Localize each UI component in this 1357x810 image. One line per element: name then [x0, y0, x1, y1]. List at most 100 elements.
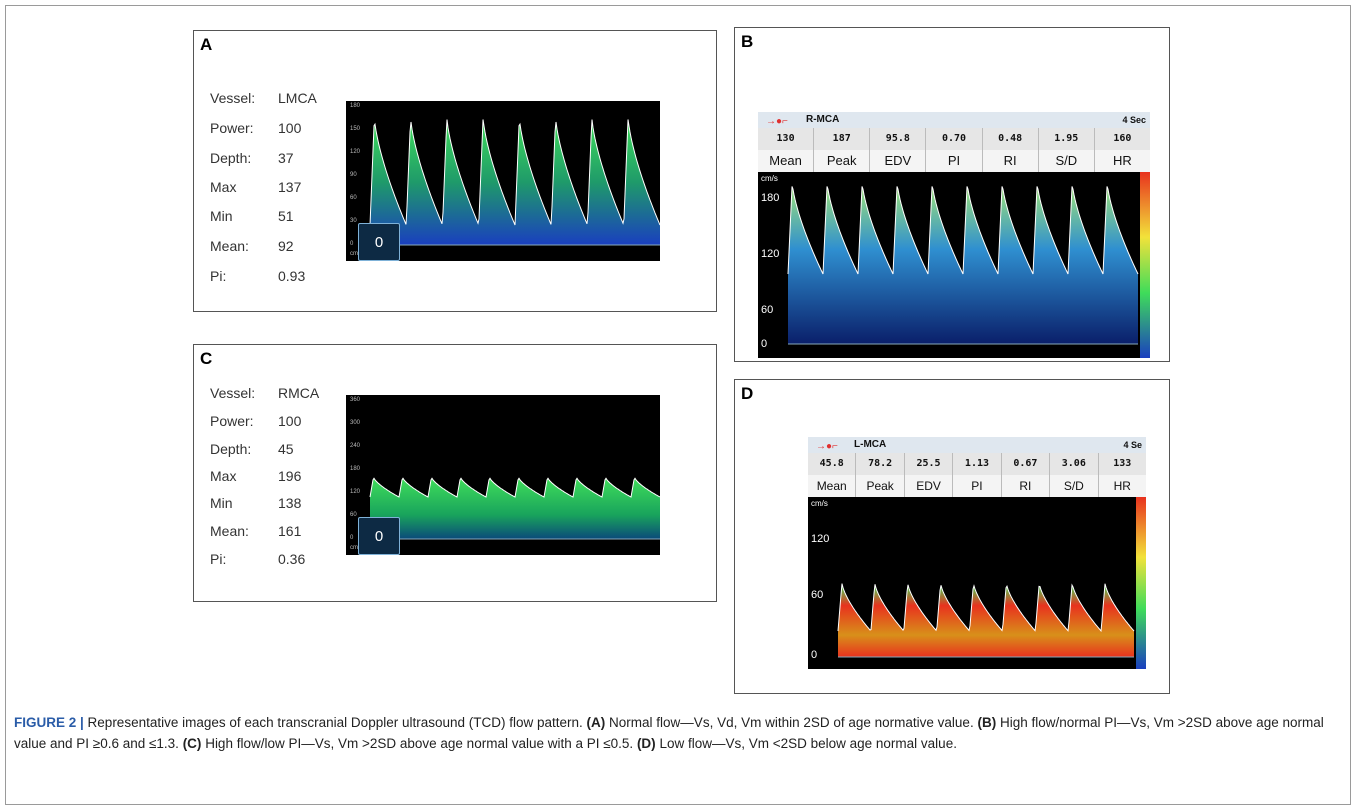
- caption-tag-d: (D): [636, 736, 656, 751]
- spectrogram-d-waveform: [837, 497, 1146, 669]
- panel-c-letter: C: [200, 349, 213, 368]
- metrics-row: 130 Mean 187 Peak 95.8 EDV 0.70 PI 0.48 RI 1.…: [758, 128, 1150, 172]
- velocity-envelope: [787, 186, 1139, 275]
- panel-a-letter: A: [200, 35, 213, 54]
- scale-tick: 180: [350, 103, 361, 109]
- scale-tick: 60: [350, 512, 357, 518]
- caption-text-d: Low flow—Vs, Vm <2SD below age normal va…: [655, 736, 957, 751]
- param-row: Vessel: LMCA: [210, 90, 317, 106]
- param-row: Depth: 45: [210, 441, 294, 457]
- sweep-time: 4 Sec: [1122, 115, 1146, 125]
- y-tick: 120: [811, 533, 830, 545]
- scale-unit: cm/s: [350, 251, 363, 257]
- spectral-fill: [370, 478, 660, 539]
- param-row: Pi: 0.93: [210, 268, 306, 284]
- caption-text-b: High flow/normal PI—Vs, Vm >2SD above ag…: [14, 715, 1324, 751]
- spectrogram-c: 360 300 240 180 120 60 0 cm/s 0: [346, 395, 660, 555]
- sweep-time: 4 Se: [1123, 440, 1142, 450]
- velocity-envelope: [369, 119, 660, 226]
- panel-b-letter: B: [741, 32, 754, 51]
- param-row: Depth: 37: [210, 150, 294, 166]
- scale-tick: 0: [350, 535, 354, 541]
- metric-cell: 0.48 RI: [982, 128, 1039, 172]
- y-tick: 60: [761, 304, 774, 316]
- zero-box: 0: [358, 223, 400, 261]
- metric-cell: 95.8 EDV: [870, 128, 927, 172]
- metric-cell: 160 HR: [1094, 128, 1150, 172]
- caption-intro: Representative images of each transcrani…: [83, 715, 587, 730]
- panel-c-params: Vessel: RMCA Power: 100 Depth: 45 Max 196 Mi…: [210, 385, 340, 595]
- param-row: Min 51: [210, 208, 294, 224]
- scale-tick: 120: [350, 149, 361, 155]
- param-row: Max 196: [210, 468, 302, 484]
- y-tick: 180: [761, 192, 780, 204]
- panel-c: C Vessel: RMCA Power: 100 Depth: 45 Max 196 …: [193, 344, 717, 602]
- figure-caption: FIGURE 2 | Representative images of each…: [14, 712, 1339, 754]
- caption-tag-c: (C): [182, 736, 202, 751]
- scale-unit: cm/s: [350, 545, 363, 551]
- metric-cell: 130 Mean: [758, 128, 815, 172]
- metric-cell: 0.67 RI: [1001, 453, 1051, 497]
- metric-cell: 45.8 Mean: [808, 453, 857, 497]
- velocity-envelope: [837, 583, 1135, 633]
- tcd-display-b: →●⌐ R-MCA 4 Sec 130 Mean 187 Peak 95.8 EDV …: [758, 112, 1150, 358]
- color-scale-bar: [1136, 497, 1146, 669]
- param-row: Min 138: [210, 495, 302, 511]
- panel-b: B →●⌐ R-MCA 4 Sec 130 Mean 187 Peak 95.8 ED…: [734, 27, 1170, 362]
- caption-text-a: Normal flow—Vs, Vd, Vm within 2SD of age…: [605, 715, 978, 730]
- y-unit: cm/s: [811, 499, 828, 508]
- metric-cell: 187 Peak: [814, 128, 871, 172]
- metric-cell: 1.95 S/D: [1038, 128, 1095, 172]
- y-unit: cm/s: [761, 174, 778, 183]
- param-row: Max 137: [210, 179, 302, 195]
- color-scale-bar: [1140, 172, 1150, 358]
- panel-d: D →●⌐ L-MCA 4 Se 45.8 Mean 78.2 Peak 25.5 E…: [734, 379, 1170, 694]
- scale-tick: 30: [350, 218, 357, 224]
- metric-cell: 133 HR: [1098, 453, 1146, 497]
- probe-icon: →●⌐: [816, 441, 838, 452]
- scale-tick: 240: [350, 443, 361, 449]
- param-row: Mean: 92: [210, 238, 294, 254]
- panel-a: A Vessel: LMCA Power: 100 Depth: 37 Max 137 …: [193, 30, 717, 312]
- param-row: Vessel: RMCA: [210, 385, 320, 401]
- spectrogram-a: 180 150 120 90 60 30 0 cm/s 0: [346, 101, 660, 261]
- metric-cell: 78.2 Peak: [856, 453, 905, 497]
- metric-cell: 3.06 S/D: [1050, 453, 1099, 497]
- zero-box: 0: [358, 517, 400, 555]
- y-tick: 120: [761, 248, 780, 260]
- spectral-fill: [788, 186, 1138, 344]
- metric-cell: 1.13 PI: [953, 453, 1002, 497]
- tcd-display-d: →●⌐ L-MCA 4 Se 45.8 Mean 78.2 Peak 25.5 EDV…: [808, 437, 1146, 669]
- scale-tick: 120: [350, 489, 361, 495]
- probe-icon: →●⌐: [766, 116, 788, 127]
- y-tick: 0: [811, 649, 818, 661]
- velocity-envelope: [369, 477, 660, 498]
- spectral-fill: [838, 583, 1134, 657]
- metrics-row: 45.8 Mean 78.2 Peak 25.5 EDV 1.13 PI 0.67 RI …: [808, 453, 1146, 497]
- y-tick: 60: [811, 589, 824, 601]
- scale-tick: 60: [350, 195, 357, 201]
- panel-a-params: Vessel: LMCA Power: 100 Depth: 37 Max 137 Mi…: [210, 90, 340, 300]
- param-row: Mean: 161: [210, 523, 302, 539]
- y-tick: 0: [761, 338, 768, 350]
- scale-tick: 0: [350, 241, 354, 247]
- caption-tag-b: (B): [977, 715, 997, 730]
- caption-text-c: High flow/low PI—Vs, Vm >2SD above age n…: [201, 736, 637, 751]
- spectrogram-c-waveform: [369, 477, 660, 540]
- scale-tick: 150: [350, 126, 361, 132]
- scale-tick: 90: [350, 172, 357, 178]
- spectrogram-b-waveform: [787, 172, 1150, 358]
- vessel-label: R-MCA: [806, 114, 840, 125]
- figure-frame: [5, 5, 1351, 805]
- figure-label: FIGURE 2 |: [14, 715, 84, 730]
- metric-cell: 25.5 EDV: [904, 453, 954, 497]
- param-row: Power: 100: [210, 120, 302, 136]
- metric-cell: 0.70 PI: [926, 128, 983, 172]
- param-row: Power: 100: [210, 413, 302, 429]
- param-row: Pi: 0.36: [210, 551, 306, 567]
- caption-tag-a: (A): [586, 715, 606, 730]
- panel-d-letter: D: [741, 384, 754, 403]
- scale-tick: 360: [350, 397, 361, 403]
- tcd-header: →●⌐ R-MCA 4 Sec: [758, 112, 1150, 128]
- scale-tick: 180: [350, 466, 361, 472]
